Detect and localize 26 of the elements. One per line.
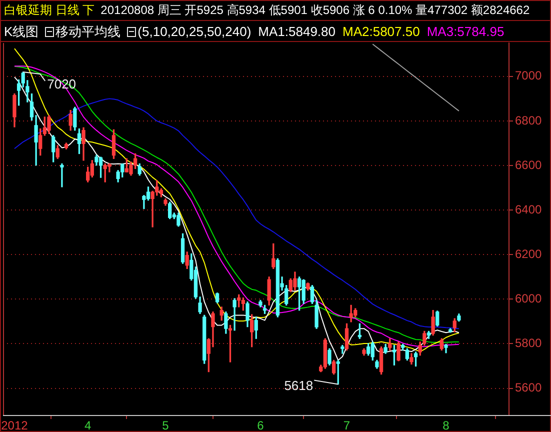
text: 移动平均线 (56, 24, 121, 39)
y-tick-label: 6000 (515, 291, 542, 306)
x-tick-label: 7 (343, 418, 350, 432)
x-tick-label: 5 (162, 418, 170, 432)
y-tick-label: 6800 (515, 113, 542, 128)
x-tick-label: 4 (84, 418, 92, 432)
y-tick-label: 6600 (515, 158, 542, 172)
x-tick-label: 6 (257, 418, 264, 432)
y-tick-label: 5800 (515, 336, 542, 350)
text: (5,10,20,25,50,240) (138, 24, 252, 39)
chart-title: 白银延期 日线 下 (4, 3, 95, 17)
text: MA1:5849.80 (258, 24, 336, 39)
text: MA2:5807.50 (342, 24, 420, 39)
candlestick (349, 304, 353, 322)
x-tick-label: 8 (442, 418, 450, 432)
chart-subtitle: 20120808 周三 开5925 高5934 低5901 收5906 涨 6 0.10% 量477302 额2824662 (100, 3, 530, 17)
text: MA3:5784.95 (426, 24, 504, 39)
candlestick (60, 163, 64, 188)
annotation: 5618 (284, 378, 314, 393)
candlestick (232, 298, 236, 331)
x-tick-label: 2012 (1, 418, 28, 432)
text: K线图 (4, 24, 39, 39)
y-tick-label: 6400 (515, 202, 542, 216)
y-tick-label: 5600 (515, 380, 542, 395)
y-tick-label: 6200 (515, 246, 542, 261)
y-tick-label: 7000 (515, 68, 542, 83)
